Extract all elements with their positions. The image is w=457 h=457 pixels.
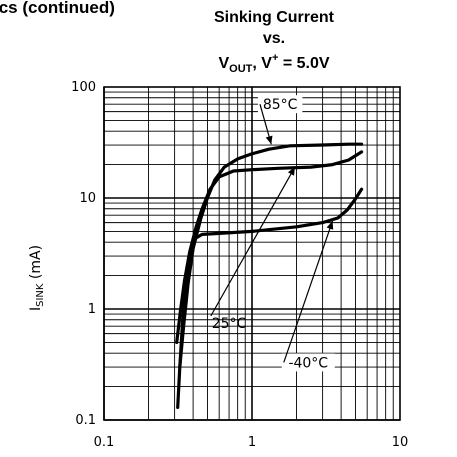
ylabel-unit: (mA): [28, 245, 44, 284]
x-tick-label: 0.1: [94, 435, 115, 450]
annotation-arrowhead: [287, 167, 295, 176]
tick-labels: 0.1 1 10 0.1 1 10 100: [71, 80, 408, 450]
title-vplus-sup: +: [272, 52, 278, 64]
y-tick-label: 0.1: [75, 413, 96, 428]
chart-title-line3: VOUT, V+ = 5.0V: [218, 52, 329, 75]
annotation-label: 25°C: [212, 316, 247, 332]
chart-title-line2: vs.: [263, 30, 285, 47]
annotation-arrowhead: [326, 221, 334, 230]
title-vout-sub: OUT: [229, 63, 253, 75]
annotation-arrowhead: [265, 135, 273, 145]
y-tick-label: 10: [79, 191, 96, 206]
annotations: 85°C 25°C -40°C: [210, 95, 335, 372]
title-vplus-v: , V: [252, 55, 272, 72]
y-tick-label: 100: [71, 80, 96, 95]
plot-frame: [103, 86, 401, 421]
annotation-box: [257, 95, 303, 114]
chart-title-line1: Sinking Current: [214, 9, 335, 26]
y-axis-label: ISINK (mA): [28, 245, 46, 311]
series-lines: [175, 142, 364, 409]
annotation-label: -40°C: [288, 355, 328, 371]
annotation-label: 85°C: [263, 97, 298, 113]
grid: [103, 86, 401, 421]
x-tick-label: 10: [392, 435, 409, 450]
annotation-box: [281, 353, 335, 372]
page-header: ics (continued): [0, 0, 115, 17]
ylabel-i: I: [28, 307, 44, 311]
x-tick-label: 1: [248, 435, 256, 450]
annotation-arrow: [283, 220, 334, 363]
title-voltage: = 5.0V: [278, 55, 329, 72]
ylabel-sink: SINK: [35, 283, 46, 307]
series-line: [176, 187, 364, 409]
title-vout-v: V: [218, 55, 229, 72]
y-tick-label: 1: [88, 302, 96, 317]
annotation-arrow: [210, 166, 296, 317]
series-line: [178, 142, 364, 369]
